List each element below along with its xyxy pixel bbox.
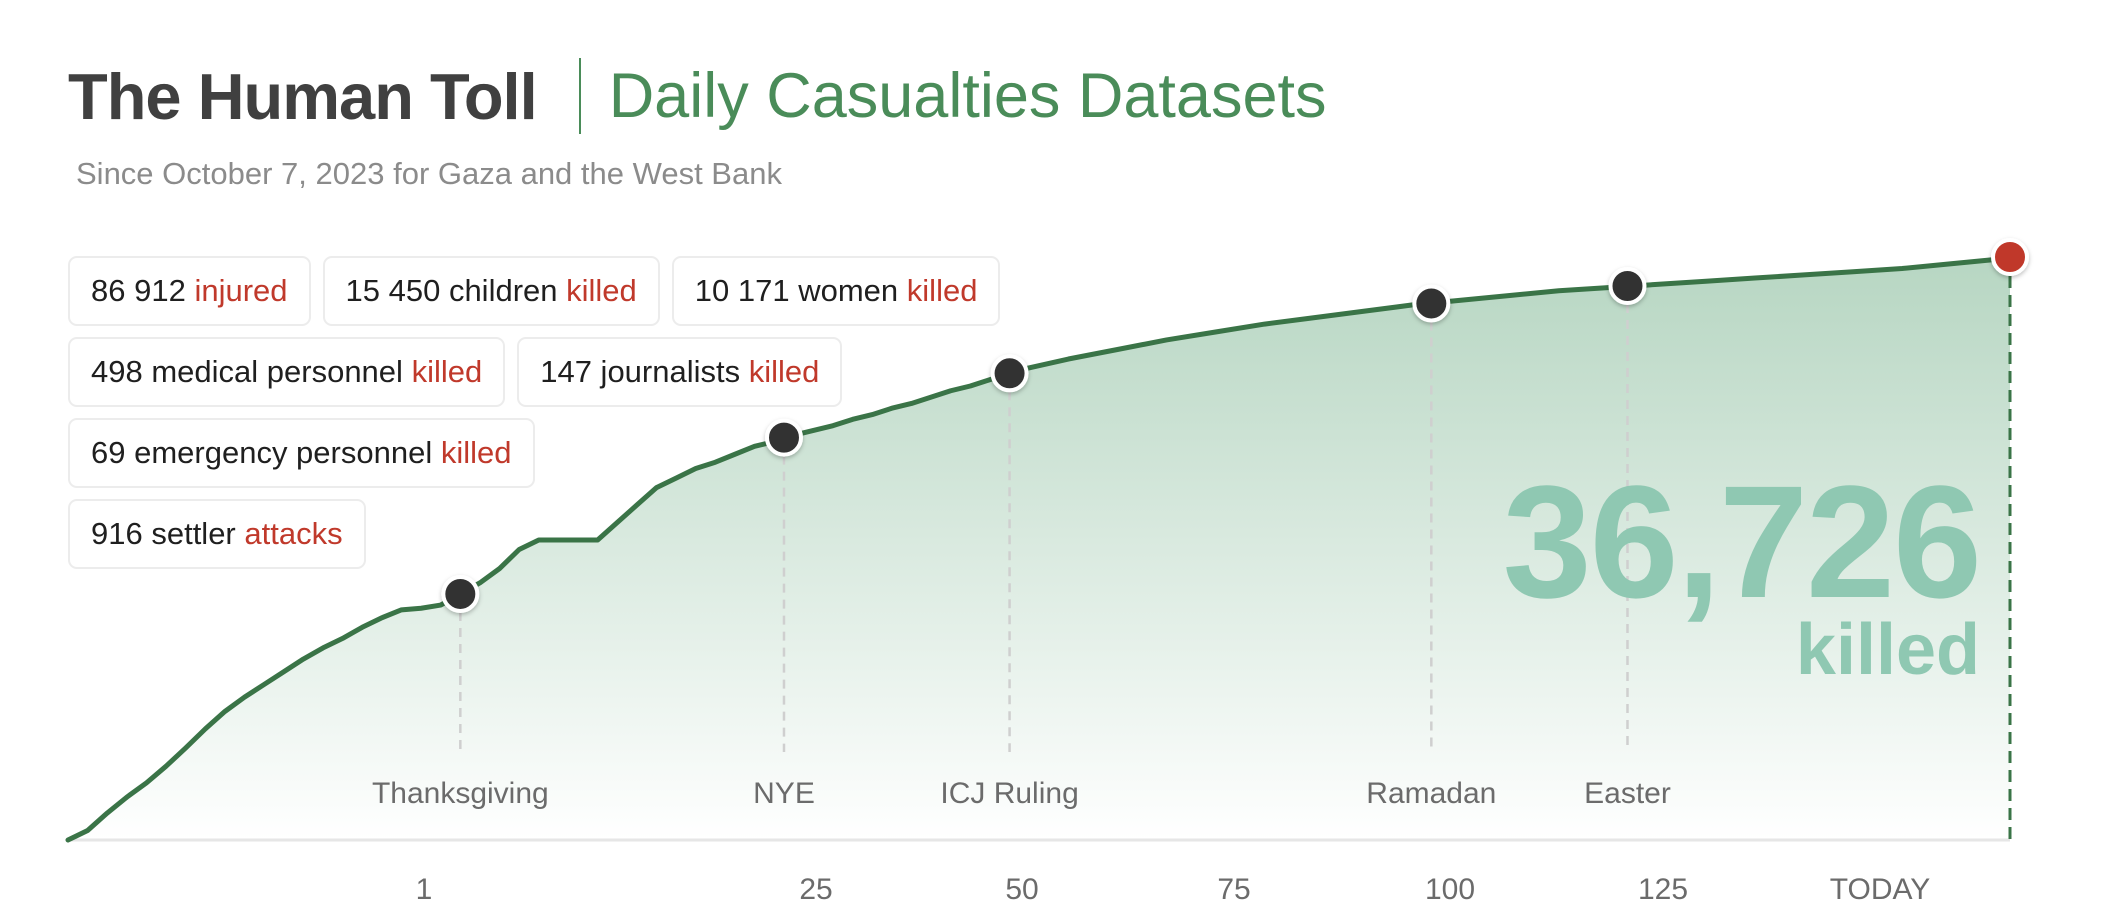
event-marker xyxy=(1412,284,1451,323)
x-tick-label: 125 xyxy=(1638,873,1688,906)
page-subtitle: Daily Casualties Datasets xyxy=(608,61,1327,131)
stat-label: killed xyxy=(440,435,512,470)
date-range-note: Since October 7, 2023 for Gaza and the W… xyxy=(76,156,782,191)
series-line xyxy=(65,254,2013,843)
stat-label: killed xyxy=(748,354,820,389)
stat-value: 147 journalists xyxy=(540,354,741,389)
stat-children-killed: 15 450 children killed xyxy=(322,256,660,326)
stat-value: 86 912 xyxy=(91,273,186,308)
event-label: ICJ Ruling xyxy=(940,777,1078,810)
stats-row: 916 settler attacks xyxy=(68,499,1118,569)
event-marker xyxy=(990,354,1029,393)
today-marker xyxy=(1991,238,2029,276)
event-label: Easter xyxy=(1584,777,1671,810)
stats-row: 69 emergency personnel killed xyxy=(68,418,1118,488)
stat-women-killed: 10 171 women killed xyxy=(671,256,1001,326)
stat-label: killed xyxy=(566,273,637,308)
stats-panel: 86 912 injured 15 450 children killed 10… xyxy=(68,256,1118,580)
title-divider xyxy=(578,58,581,134)
event-marker xyxy=(1608,266,1647,305)
event-label: Ramadan xyxy=(1366,777,1496,810)
x-tick-label: TODAY xyxy=(1830,873,1931,906)
event-marker xyxy=(441,574,480,613)
stat-settler-attacks: 916 settler attacks xyxy=(68,499,366,569)
stat-label: killed xyxy=(906,273,978,308)
event-label: Thanksgiving xyxy=(372,777,549,810)
total-killed-number: 36,726 xyxy=(1502,452,1982,631)
stat-value: 69 emergency personnel xyxy=(91,435,433,470)
stat-value: 15 450 children xyxy=(345,273,558,308)
x-tick-label: 75 xyxy=(1217,873,1250,906)
total-killed-label: killed xyxy=(1795,610,1980,690)
stat-label: injured xyxy=(194,273,288,308)
area-fill xyxy=(68,257,2010,840)
x-tick-label: 1 xyxy=(416,873,433,906)
stat-value: 498 medical personnel xyxy=(91,354,403,389)
x-tick-label: 50 xyxy=(1005,873,1038,906)
header: The Human Toll Daily Casualties Datasets xyxy=(68,54,1326,138)
stat-medical-personnel-killed: 498 medical personnel killed xyxy=(68,337,506,407)
event-marker xyxy=(764,418,803,457)
stat-journalists-killed: 147 journalists killed xyxy=(517,337,843,407)
x-tick-label: 100 xyxy=(1425,873,1475,906)
stat-label: attacks xyxy=(244,516,343,551)
event-label: NYE xyxy=(753,777,815,810)
stat-emergency-personnel-killed: 69 emergency personnel killed xyxy=(68,418,535,488)
stat-label: killed xyxy=(411,354,483,389)
stat-value: 916 settler xyxy=(91,516,236,551)
stat-value: 10 171 women xyxy=(694,273,899,308)
stats-row: 498 medical personnel killed 147 journal… xyxy=(68,337,1118,407)
stats-row: 86 912 injured 15 450 children killed 10… xyxy=(68,256,1118,326)
stat-injured: 86 912 injured xyxy=(68,256,311,326)
page-title: The Human Toll xyxy=(68,59,538,133)
x-tick-label: 25 xyxy=(799,873,832,906)
